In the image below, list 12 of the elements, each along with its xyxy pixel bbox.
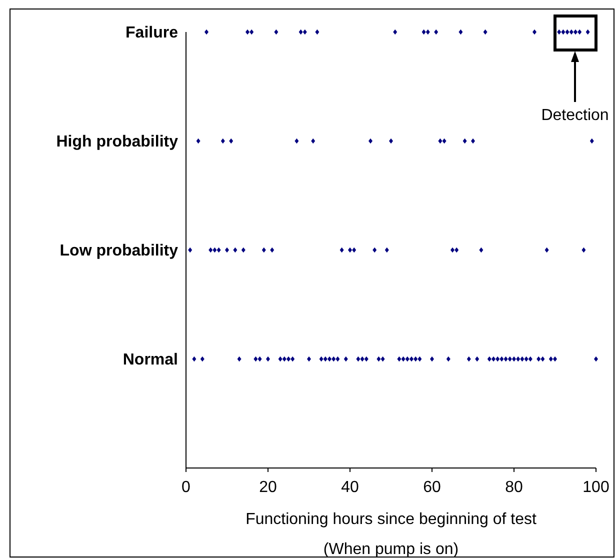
x-tick-label: 80 <box>505 479 523 496</box>
x-axis-title: Functioning hours since beginning of test (When pump is on) <box>246 511 537 558</box>
x-tick-label: 100 <box>582 479 610 496</box>
y-tick-label: Low probability <box>60 242 178 260</box>
annotation: Detection <box>541 107 609 124</box>
y-tick-label: High probability <box>56 134 178 151</box>
x-tick-label: 40 <box>341 479 359 496</box>
y-tick-label: Normal <box>122 352 178 369</box>
x-tick-label: 60 <box>423 479 441 496</box>
y-tick-label: Failure <box>126 24 178 42</box>
x-tick-label: 20 <box>259 479 277 496</box>
x-tick-label: 0 <box>182 479 191 496</box>
